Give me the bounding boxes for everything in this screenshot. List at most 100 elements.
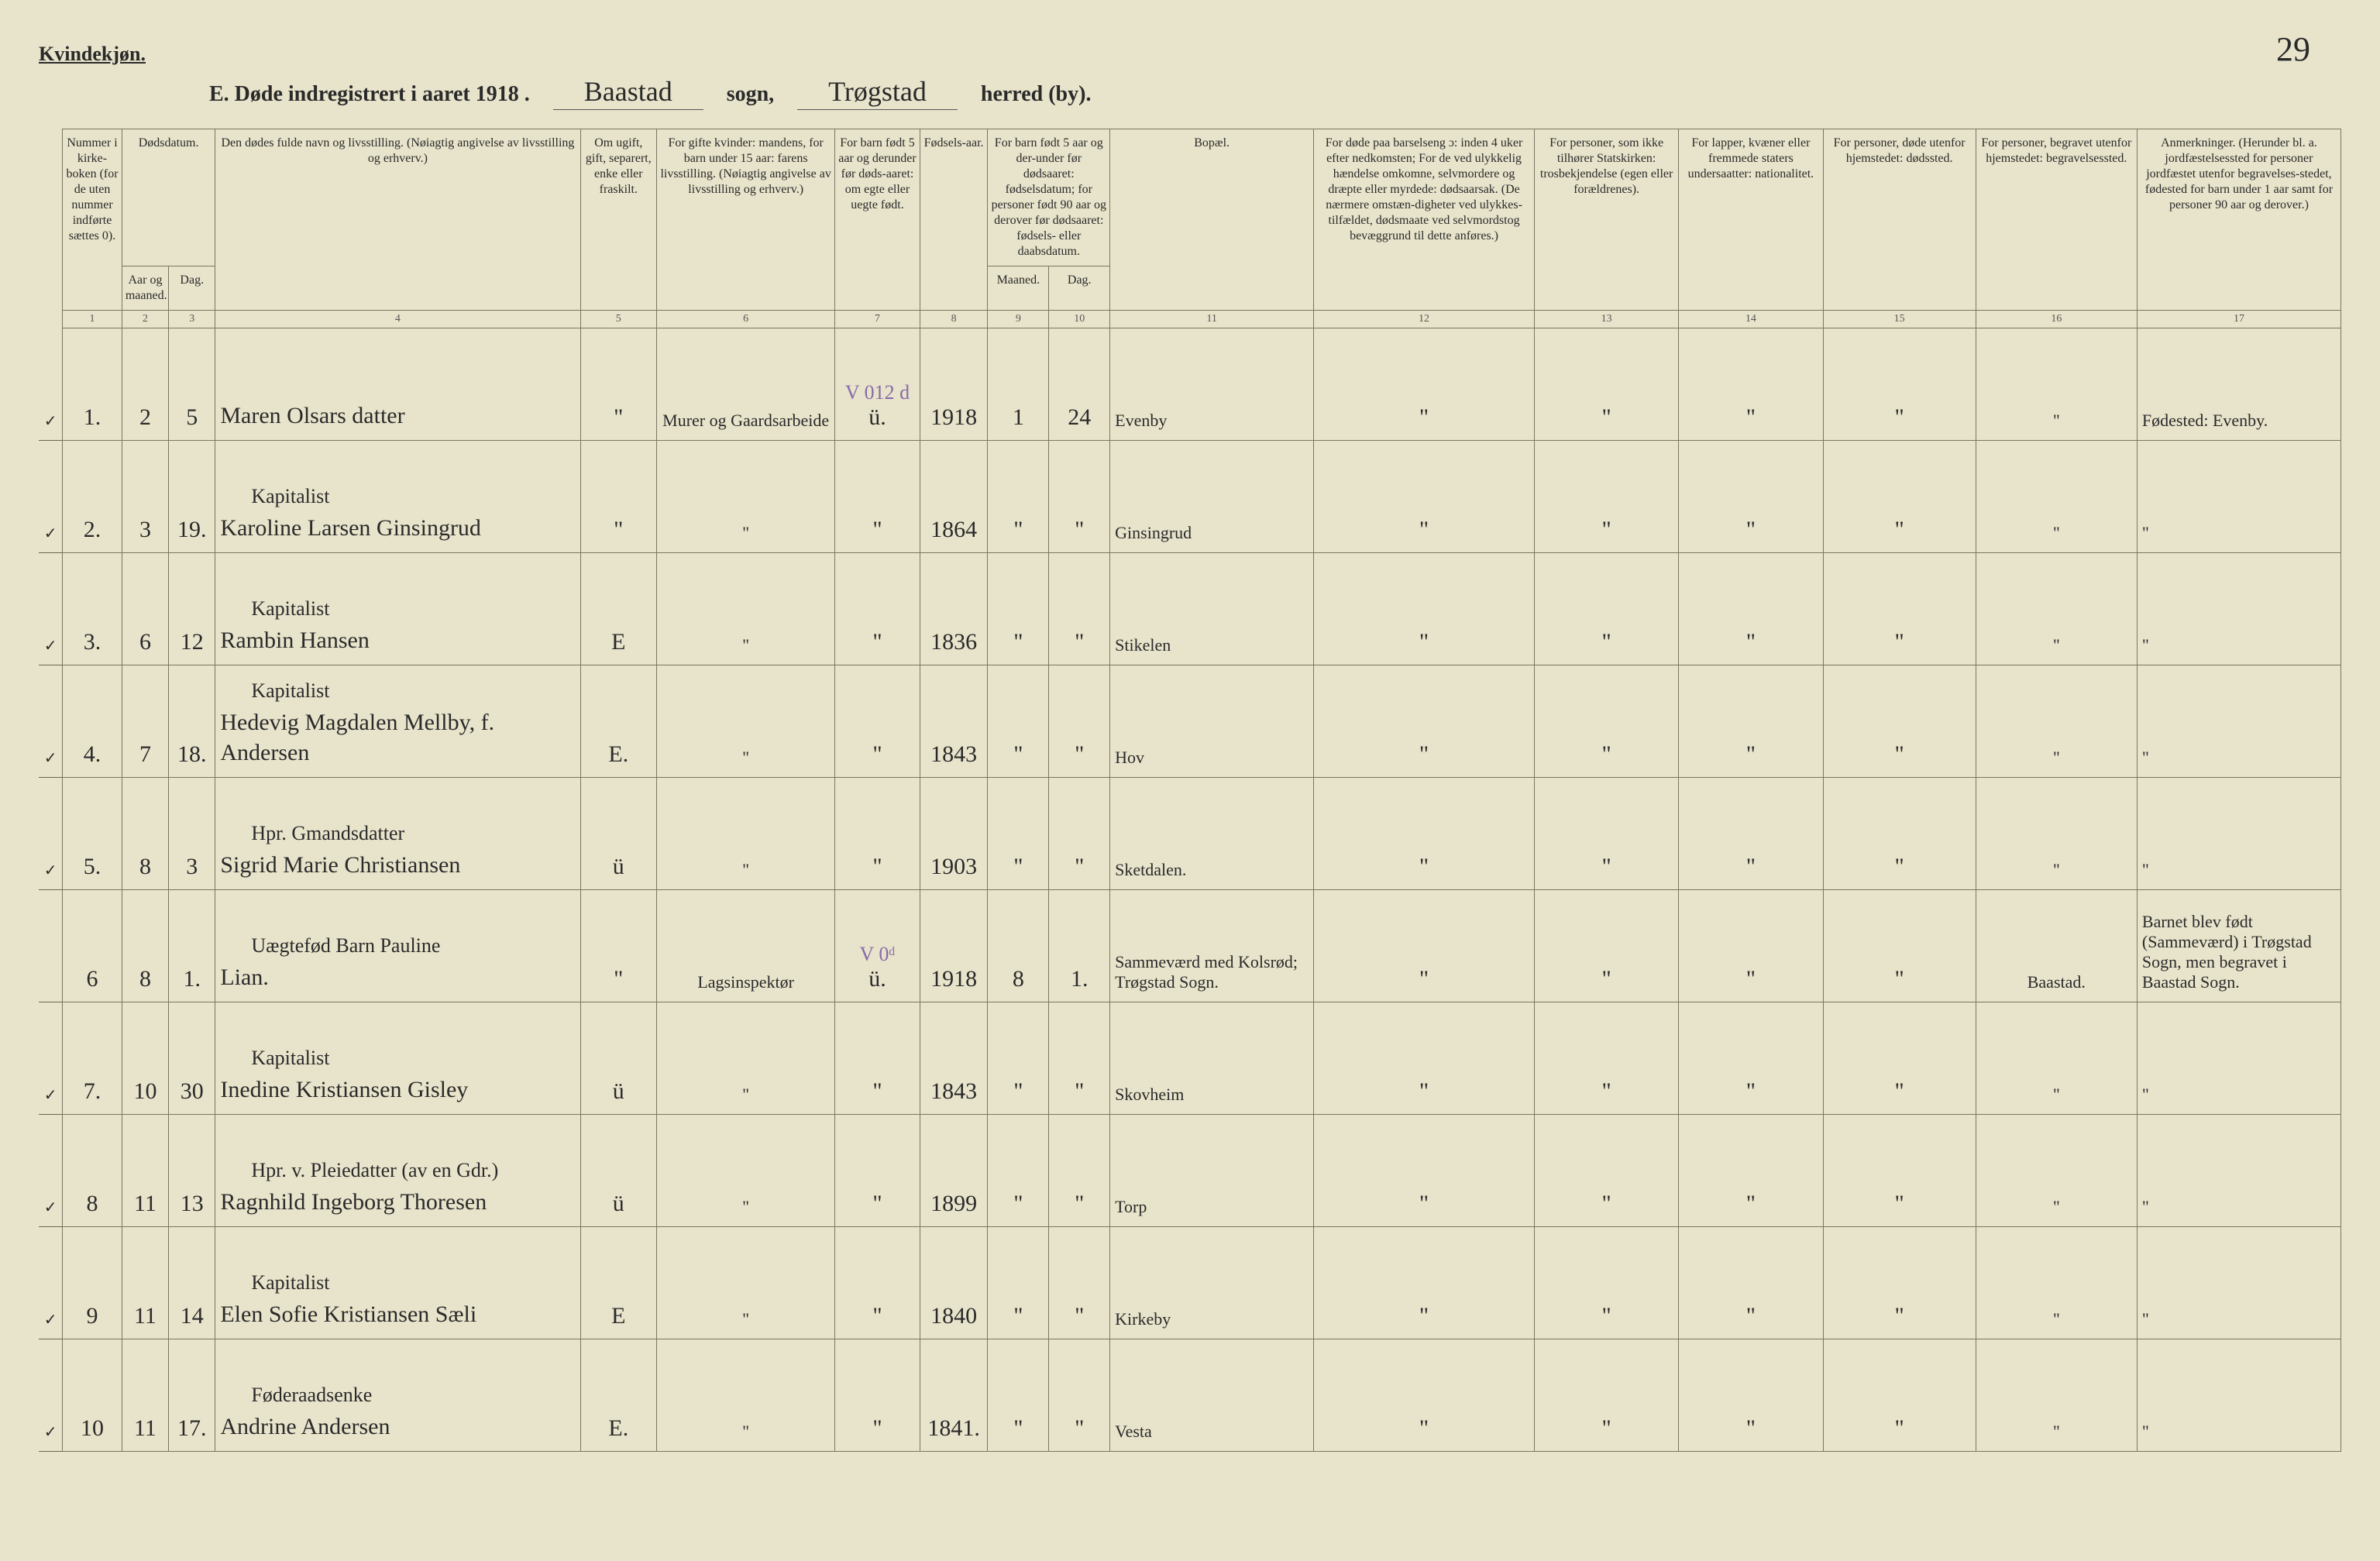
residence: Skovheim <box>1110 1002 1314 1114</box>
name-occupation: Hpr. v. Pleiedatter (av en Gdr.)Ragnhild… <box>215 1114 580 1226</box>
nationality: " <box>1679 889 1823 1002</box>
burial-place: " <box>1976 1226 2137 1339</box>
row-number: 5. <box>63 777 122 889</box>
burial-place: " <box>1976 1339 2137 1451</box>
birth-year: 1864 <box>920 440 988 552</box>
faith: " <box>1534 440 1678 552</box>
legitimate: V 012 dü. <box>835 328 920 440</box>
row-number: 6 <box>63 889 122 1002</box>
death-place: " <box>1823 1114 1976 1226</box>
marital-status: " <box>580 440 657 552</box>
h-c13: For personer, som ikke tilhører Statskir… <box>1534 129 1678 311</box>
colnum: 12 <box>1314 311 1535 328</box>
page-number: 29 <box>2276 29 2310 69</box>
residence: Sketdalen. <box>1110 777 1314 889</box>
birth-year: 1840 <box>920 1226 988 1339</box>
table-row: ✓ 2. 3 19. KapitalistKaroline Larsen Gin… <box>39 440 2341 552</box>
residence: Vesta <box>1110 1339 1314 1451</box>
marital-status: E <box>580 552 657 665</box>
burial-place: " <box>1976 1114 2137 1226</box>
row-number: 1. <box>63 328 122 440</box>
h-c15: For personer, døde utenfor hjemstedet: d… <box>1823 129 1976 311</box>
gender-heading: Kvindekjøn. <box>39 43 146 66</box>
death-month: 8 <box>122 889 168 1002</box>
birth-month: " <box>988 777 1049 889</box>
death-place: " <box>1823 440 1976 552</box>
birth-month: " <box>988 1114 1049 1226</box>
table-row: ✓ 9 11 14 KapitalistElen Sofie Kristians… <box>39 1226 2341 1339</box>
h-c9b: Dag. <box>1049 266 1110 311</box>
colnum: 7 <box>835 311 920 328</box>
remarks: " <box>2137 1226 2340 1339</box>
colnum: 8 <box>920 311 988 328</box>
table-row: ✓ 8 11 13 Hpr. v. Pleiedatter (av en Gdr… <box>39 1114 2341 1226</box>
h-c2b: Dag. <box>169 266 215 311</box>
birth-day: 24 <box>1049 328 1110 440</box>
remarks: " <box>2137 777 2340 889</box>
colnum: 16 <box>1976 311 2137 328</box>
residence: Ginsingrud <box>1110 440 1314 552</box>
birth-year: 1918 <box>920 889 988 1002</box>
birth-year: 1836 <box>920 552 988 665</box>
cause: " <box>1314 889 1535 1002</box>
birth-year: 1918 <box>920 328 988 440</box>
death-day: 17. <box>169 1339 215 1451</box>
table-row: ✓ 3. 6 12 KapitalistRambin Hansen E " " … <box>39 552 2341 665</box>
birth-year: 1841. <box>920 1339 988 1451</box>
colnum: 13 <box>1534 311 1678 328</box>
colnum: 15 <box>1823 311 1976 328</box>
name-occupation: KapitalistElen Sofie Kristiansen Sæli <box>215 1226 580 1339</box>
death-month: 7 <box>122 665 168 777</box>
death-place: " <box>1823 777 1976 889</box>
death-day: 18. <box>169 665 215 777</box>
burial-place: " <box>1976 552 2137 665</box>
birth-month: " <box>988 665 1049 777</box>
birth-year: 1903 <box>920 777 988 889</box>
birth-year: 1843 <box>920 1002 988 1114</box>
faith: " <box>1534 328 1678 440</box>
nationality: " <box>1679 1339 1823 1451</box>
colnum: 3 <box>169 311 215 328</box>
legitimate: " <box>835 777 920 889</box>
birth-month: 8 <box>988 889 1049 1002</box>
death-place: " <box>1823 1226 1976 1339</box>
death-day: 19. <box>169 440 215 552</box>
birth-day: " <box>1049 1339 1110 1451</box>
death-day: 1. <box>169 889 215 1002</box>
birth-day: " <box>1049 665 1110 777</box>
remarks: Barnet blev født (Sammeværd) i Trøgstad … <box>2137 889 2340 1002</box>
spouse-father-occ: " <box>657 1002 835 1114</box>
herred-label: herred (by). <box>981 82 1092 107</box>
legitimate: " <box>835 1226 920 1339</box>
row-number: 4. <box>63 665 122 777</box>
h-c17: Anmerkninger. (Herunder bl. a. jordfæste… <box>2137 129 2340 311</box>
h-c8: Fødsels-aar. <box>920 129 988 311</box>
cause: " <box>1314 1002 1535 1114</box>
faith: " <box>1534 1339 1678 1451</box>
h-c1: Nummer i kirke-boken (for de uten nummer… <box>63 129 122 311</box>
table-row: ✓ 4. 7 18. KapitalistHedevig Magdalen Me… <box>39 665 2341 777</box>
birth-month: " <box>988 1002 1049 1114</box>
faith: " <box>1534 1002 1678 1114</box>
marital-status: ü <box>580 1114 657 1226</box>
table-row: ✓ 1. 2 5 Maren Olsars datter " Murer og … <box>39 328 2341 440</box>
marital-status: E. <box>580 1339 657 1451</box>
birth-month: " <box>988 1339 1049 1451</box>
spouse-father-occ: Lagsinspektør <box>657 889 835 1002</box>
table-row: ✓ 5. 8 3 Hpr. GmandsdatterSigrid Marie C… <box>39 777 2341 889</box>
birth-year: 1899 <box>920 1114 988 1226</box>
remarks: " <box>2137 440 2340 552</box>
nationality: " <box>1679 1226 1823 1339</box>
spouse-father-occ: " <box>657 440 835 552</box>
cause: " <box>1314 1226 1535 1339</box>
burial-place: Baastad. <box>1976 889 2137 1002</box>
h-c6: For gifte kvinder: mandens, for barn und… <box>657 129 835 311</box>
colnum: 11 <box>1110 311 1314 328</box>
colnum: 1 <box>63 311 122 328</box>
burial-place: " <box>1976 777 2137 889</box>
marital-status: ü <box>580 1002 657 1114</box>
cause: " <box>1314 665 1535 777</box>
name-occupation: KapitalistRambin Hansen <box>215 552 580 665</box>
colnum: 17 <box>2137 311 2340 328</box>
residence: Sammeværd med Kolsrød; Trøgstad Sogn. <box>1110 889 1314 1002</box>
